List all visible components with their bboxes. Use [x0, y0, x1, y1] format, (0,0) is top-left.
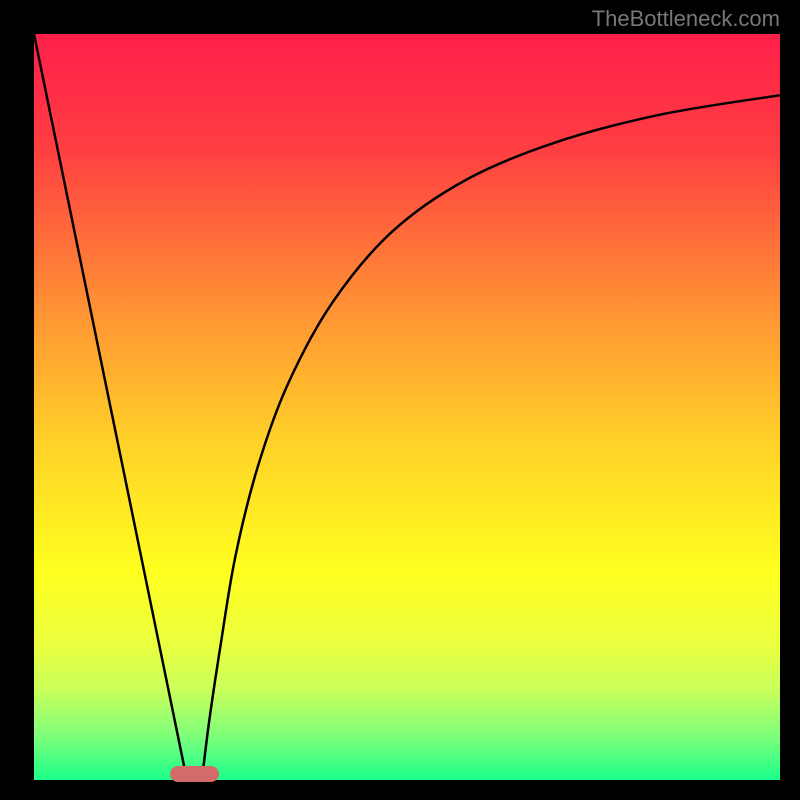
valley-marker: [170, 766, 218, 782]
plot-area: [34, 34, 780, 780]
chart-container: TheBottleneck.com: [0, 0, 800, 800]
gradient-background: [34, 34, 780, 780]
watermark-text: TheBottleneck.com: [592, 6, 780, 32]
